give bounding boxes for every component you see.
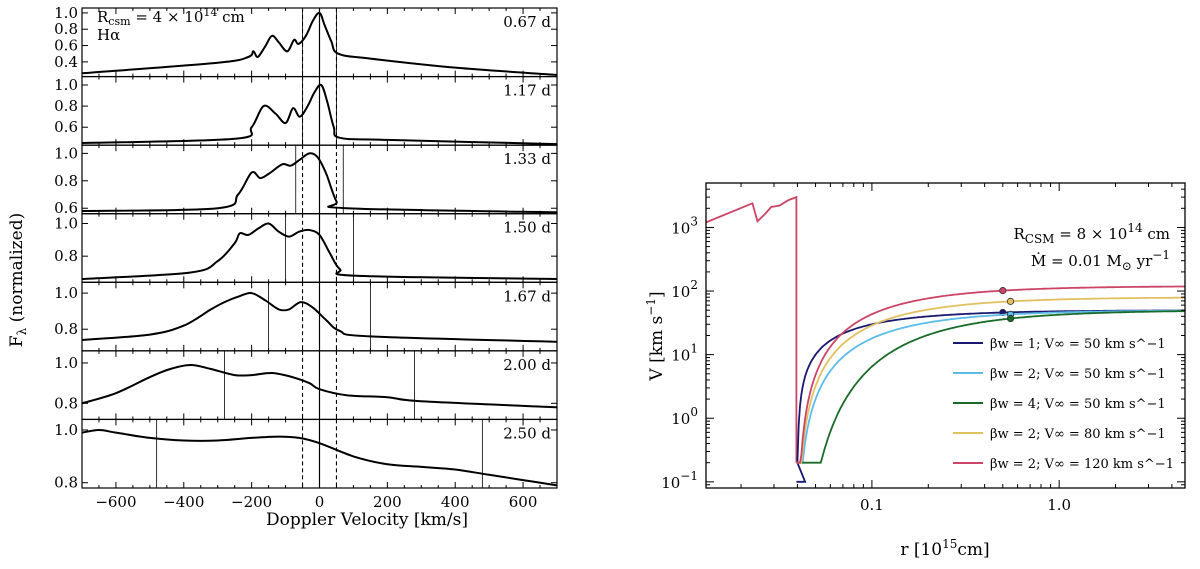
y-tick-label: 0.8 <box>54 320 78 338</box>
ejecta-velocity-line <box>706 195 798 463</box>
y-tick-exponent: 0 <box>690 405 698 419</box>
y-tick-label: 0.8 <box>54 20 78 38</box>
left-xlabel: Doppler Velocity [km/s] <box>266 510 468 530</box>
time-label: 1.17 d <box>503 82 551 100</box>
y-tick-label: 1.0 <box>54 144 78 162</box>
right-xlabel: r [1015cm] <box>900 537 989 560</box>
y-tick-exponent: 2 <box>690 278 698 292</box>
x-tick-label: −200 <box>231 493 272 511</box>
profile-line <box>81 428 558 487</box>
wind-series-marker <box>999 287 1007 295</box>
profile-line <box>81 363 558 409</box>
wind-series-line <box>796 285 1185 464</box>
profile-line <box>81 152 558 214</box>
x-tick-label: 1.0 <box>1047 496 1071 514</box>
y-tick-label: 0.4 <box>54 53 78 71</box>
wind-series-line <box>796 309 1185 464</box>
time-label: 2.50 d <box>503 424 551 442</box>
y-tick-label: 0.6 <box>54 118 78 136</box>
y-tick-label: 102 <box>671 278 698 301</box>
y-tick-label: 1.0 <box>54 4 78 22</box>
y-tick-label: 1.0 <box>54 215 78 233</box>
time-label: 0.67 d <box>503 13 551 31</box>
profile-panel: 0.8 1.0 2.00 d <box>54 350 558 421</box>
x-tick-label: −400 <box>163 493 204 511</box>
legend-label: βw = 2; V∞ = 50 km s^−1 <box>990 367 1166 382</box>
profile-panel: 0.6 0.8 1.0 1.17 d <box>54 75 558 146</box>
legend-label: βw = 4; V∞ = 50 km s^−1 <box>990 397 1166 412</box>
right-annotation-rcsm: RCSM = 8 × 1014 cm <box>1013 221 1170 246</box>
wind-series-line <box>796 310 1185 464</box>
y-tick-label: 0.8 <box>54 97 78 115</box>
profile-panel: 0.8 1.0 1.50 d <box>54 213 558 283</box>
time-label: 1.33 d <box>503 150 551 168</box>
x-tick-label: 600 <box>509 493 538 511</box>
wind-series-line <box>796 296 1185 464</box>
left-annotation-rcsm: Rcsm = 4 × 1014 cm <box>97 6 245 28</box>
x-tick-label: 200 <box>373 493 402 511</box>
left-annotation-line: Hα <box>97 26 120 44</box>
legend: βw = 1; V∞ = 50 km s^−1 βw = 2; V∞ = 50 k… <box>953 337 1174 472</box>
y-tick-exponent: 1 <box>690 342 698 356</box>
y-tick-label: 0.8 <box>54 394 78 412</box>
y-tick-label: 103 <box>671 214 698 237</box>
plot-area <box>706 195 1185 483</box>
y-tick-exponent: −1 <box>680 469 698 483</box>
y-tick-label: 0.6 <box>54 199 78 217</box>
y-tick-label: 0.8 <box>54 247 78 265</box>
time-label: 2.00 d <box>503 356 551 374</box>
time-label: 1.67 d <box>503 287 551 305</box>
legend-label: βw = 2; V∞ = 80 km s^−1 <box>990 427 1166 442</box>
plot-frame <box>705 182 1186 489</box>
profile-panel: 0.6 0.8 1.0 1.33 d <box>54 144 558 217</box>
x-tick-label: 400 <box>441 493 470 511</box>
y-tick-label: 1.0 <box>54 354 78 372</box>
y-tick-label: 100 <box>671 405 698 428</box>
wind-series-marker <box>1006 314 1015 323</box>
y-tick-label: 10−1 <box>661 469 698 492</box>
profile-line <box>81 222 558 280</box>
y-tick-label: 1.0 <box>54 284 78 302</box>
right-ylabel: V [km s−1] <box>644 291 667 381</box>
y-tick-label: 1.0 <box>54 421 78 439</box>
y-tick-label: 0.8 <box>54 474 78 492</box>
profile-line <box>81 83 558 146</box>
profile-panel: 0.8 1.0 2.50 d <box>54 418 558 492</box>
profile-line <box>81 11 558 76</box>
y-tick-exponent: 3 <box>690 214 698 228</box>
y-tick-label: 0.6 <box>54 37 78 55</box>
y-tick-label: 1.0 <box>54 76 78 94</box>
x-tick-label: 0 <box>315 493 325 511</box>
profile-line <box>81 292 558 343</box>
line-profile-panels: 0.40.60.81.00.67 d0.60.81.0 1.17 d0.60.81… <box>54 4 558 511</box>
right-annotation-mdot: Ṁ = 0.01 M⊙ yr−1 <box>1031 248 1170 273</box>
left-ylabel: Fλ (normalized) <box>7 213 29 347</box>
y-tick-label: 101 <box>671 342 698 365</box>
y-tick-label: 0.8 <box>54 172 78 190</box>
x-tick-label: 0.1 <box>860 496 884 514</box>
x-tick-label: −600 <box>95 493 136 511</box>
time-label: 1.50 d <box>503 219 551 237</box>
legend-label: βw = 2; V∞ = 120 km s^−1 <box>990 457 1174 472</box>
wind-series-marker <box>1006 297 1015 305</box>
profile-panel: 0.8 1.0 1.67 d <box>54 281 558 352</box>
legend-label: βw = 1; V∞ = 50 km s^−1 <box>990 337 1166 352</box>
